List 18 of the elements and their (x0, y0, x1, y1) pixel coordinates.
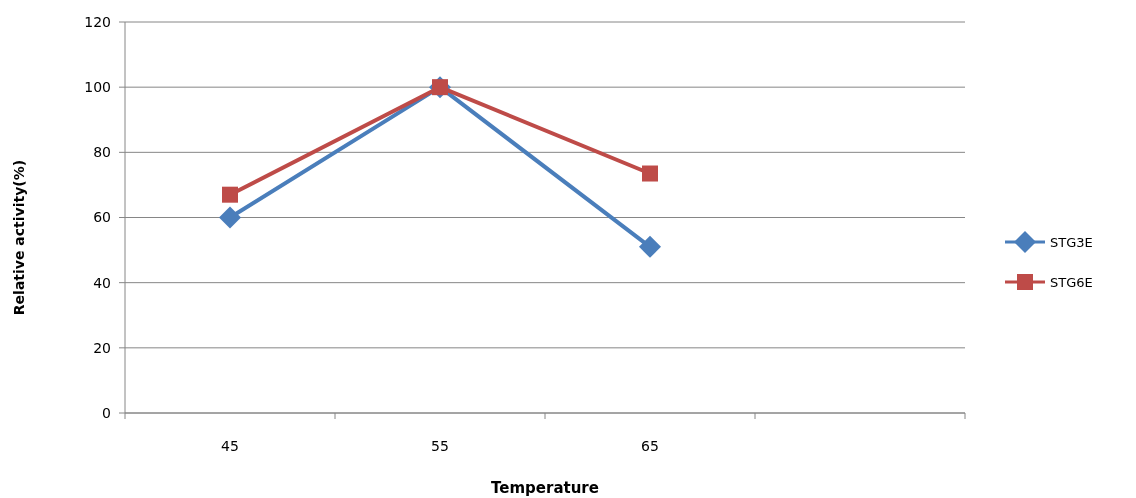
y-tick-label: 60 (93, 209, 111, 226)
legend-label: STG3E (1050, 234, 1093, 250)
y-tick-label: 40 (93, 274, 111, 291)
x-tick-label: 55 (431, 438, 449, 454)
point (219, 206, 241, 229)
point (222, 186, 238, 203)
y-tick-label: 120 (84, 13, 111, 30)
point (642, 165, 658, 182)
x-axis-title: Temperature (491, 479, 599, 497)
y-tick-label: 80 (93, 144, 111, 161)
x-tick-label: 65 (641, 438, 659, 454)
x-tick-label: 45 (221, 438, 239, 454)
y-tick-label: 100 (84, 79, 111, 96)
point (639, 235, 661, 258)
y-axis-title: Relative activity(%) (11, 159, 27, 316)
legend-label: STG6E (1050, 274, 1093, 290)
y-tick-label: 0 (102, 404, 111, 421)
y-tick-label: 20 (93, 339, 111, 356)
